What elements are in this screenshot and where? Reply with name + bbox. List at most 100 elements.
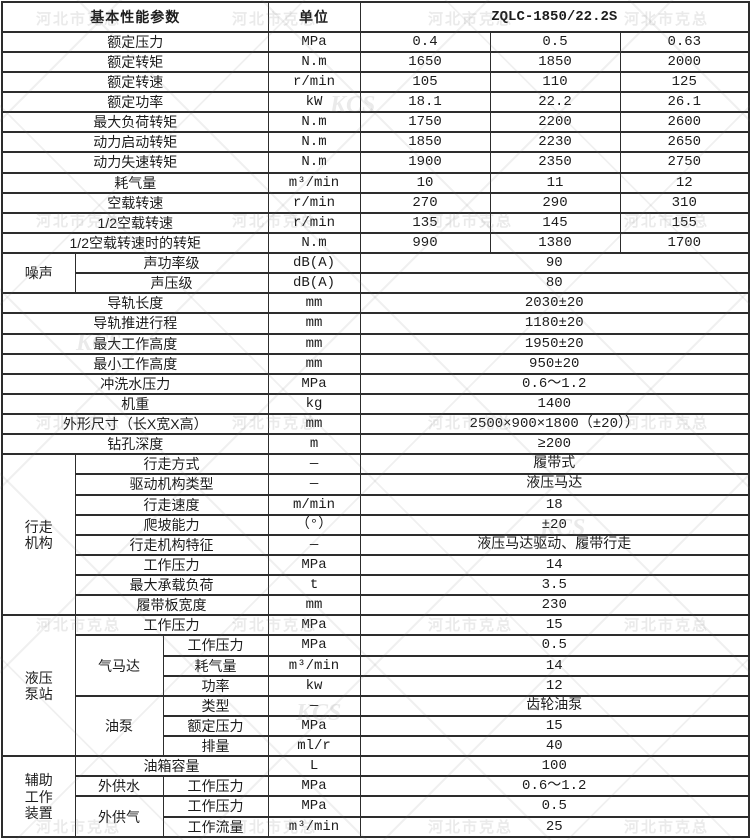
table-row: 行走速度 m/min 18: [2, 493, 750, 516]
unit-cell: r/min: [267, 70, 361, 94]
value-cell: 18.1: [359, 91, 491, 114]
value-cell: 26.1: [619, 91, 750, 114]
value-cell: 1380: [489, 231, 621, 255]
value-cell: 15: [359, 714, 750, 738]
group-label-travel-mechanism: 行走 机构: [1, 453, 76, 617]
param-cell: 导轨长度: [1, 292, 269, 315]
unit-cell: mm: [267, 312, 361, 335]
unit-cell: MPa: [267, 795, 361, 818]
unit-cell: kW: [267, 91, 361, 114]
unit-cell: —: [267, 694, 361, 717]
value-cell: 0.5: [359, 634, 750, 657]
param-cell: 排量: [162, 735, 269, 758]
table-row: 爬坡能力 （°） ±20: [2, 513, 750, 536]
value-cell: 2600: [619, 111, 750, 134]
unit-cell: MPa: [267, 30, 361, 53]
param-cell: 机重: [1, 392, 269, 416]
table-row: 工作压力 MPa 14: [2, 553, 750, 577]
value-cell: 2650: [619, 131, 750, 154]
table-row: 机重 kg 1400: [1, 392, 750, 416]
value-cell: 1650: [359, 50, 491, 73]
table-row: 最大工作高度 mm 1950±20: [1, 332, 750, 355]
param-cell: 油箱容量: [74, 755, 269, 778]
table-row: 外形尺寸（长X宽X高） mm 2500×900×1800（±20））: [1, 413, 750, 436]
value-cell: 145: [489, 211, 621, 234]
value-cell: 1850: [489, 50, 621, 73]
table-row: 功率 kw 12: [2, 674, 750, 697]
unit-cell: N.m: [267, 111, 361, 134]
unit-cell: dB(A): [267, 252, 361, 275]
param-cell: 额定转矩: [1, 50, 269, 73]
unit-cell: r/min: [267, 191, 361, 214]
value-cell: 90: [359, 252, 750, 275]
unit-cell: N.m: [267, 50, 361, 73]
value-cell: 1950±20: [359, 332, 750, 355]
table-row: 额定转矩 N.m 1650 1850 2000: [1, 50, 750, 73]
value-cell: 10: [359, 171, 491, 194]
value-cell: 105: [359, 70, 491, 94]
group-label-noise: 噪声: [1, 252, 76, 295]
value-cell: 80: [359, 272, 750, 295]
param-cell: 工作压力: [162, 775, 269, 798]
unit-cell: dB(A): [267, 272, 361, 295]
unit-cell: mm: [267, 332, 361, 355]
param-cell: 工作压力: [74, 553, 269, 577]
table-row: 额定压力 MPa 0.4 0.5 0.63: [1, 30, 750, 53]
param-cell: 钻孔深度: [1, 433, 269, 456]
table-row: 耗气量 m³/min 14: [2, 654, 750, 677]
value-cell: 1850: [359, 131, 491, 154]
table-row: 外供水 工作压力 MPa 0.6～1.2: [2, 775, 750, 798]
value-cell: ≥200: [359, 433, 750, 456]
table-row: 履带板宽度 mm 230: [2, 594, 750, 617]
param-cell: 冲洗水压力: [1, 372, 269, 395]
param-cell: 动力启动转矩: [1, 131, 269, 154]
unit-cell: m³/min: [267, 171, 361, 194]
value-cell: 12: [359, 674, 750, 697]
table-row: 冲洗水压力 MPa 0.6～1.2: [1, 372, 750, 395]
param-cell: 动力失速转矩: [1, 151, 269, 174]
header-row: 基本性能参数 单位 ZQLC-1850/22.2S: [1, 1, 750, 33]
param-cell: 行走速度: [74, 493, 269, 516]
value-cell: 230: [359, 594, 750, 617]
unit-cell: mm: [267, 352, 361, 375]
subgroup-label-external-air: 外供气: [74, 795, 164, 838]
unit-cell: kw: [267, 674, 361, 697]
table-row: 噪声 声功率级 dB(A) 90: [1, 252, 750, 295]
value-cell: 0.6～1.2: [359, 775, 750, 798]
table-row: 1/2空载转速时的转矩 N.m 990 1380 1700: [1, 231, 750, 255]
table-row: 动力失速转矩 N.m 1900 2350 2750: [1, 151, 750, 174]
param-cell: 外形尺寸（长X宽X高）: [1, 413, 269, 436]
value-cell: 310: [619, 191, 750, 214]
value-cell: 履带式: [359, 453, 750, 476]
param-cell: 最大承载负荷: [74, 574, 269, 597]
table-row: 额定转速 r/min 105 110 125: [1, 70, 750, 94]
param-cell: 额定转速: [1, 70, 269, 94]
subgroup-label-air-motor: 气马达: [74, 634, 164, 697]
table-row: 最大负荷转矩 N.m 1750 2200 2600: [1, 111, 750, 134]
table-row: 行走机构特征 — 液压马达驱动、履带行走: [2, 533, 750, 556]
value-cell: 270: [359, 191, 491, 214]
value-cell: 0.5: [489, 30, 621, 53]
unit-cell: ml/r: [267, 735, 361, 758]
param-cell: 声压级: [74, 272, 269, 295]
table-row: 最大承载负荷 t 3.5: [2, 574, 750, 597]
value-cell: 1180±20: [359, 312, 750, 335]
value-cell: 2030±20: [359, 292, 750, 315]
table-row: 外供气 工作压力 MPa 0.5: [2, 795, 750, 838]
value-cell: 11: [489, 171, 621, 194]
table-row: 工作流量 m³/min 25: [2, 815, 750, 839]
param-cell: 1/2空载转速时的转矩: [1, 231, 269, 255]
param-cell: 最大工作高度: [1, 332, 269, 355]
unit-cell: MPa: [267, 775, 361, 798]
unit-cell: mm: [267, 413, 361, 436]
unit-cell: （°）: [267, 513, 361, 536]
table-row: 导轨推进行程 mm 1180±20: [1, 312, 750, 335]
value-cell: 液压马达: [359, 473, 750, 496]
subgroup-label-oil-pump: 油泵: [74, 694, 164, 758]
unit-cell: r/min: [267, 211, 361, 234]
group-label-hydraulic-pump-station: 液压 泵站: [1, 614, 76, 758]
table-row: 气马达 工作压力 MPa 0.5: [2, 634, 750, 697]
value-cell: 14: [359, 654, 750, 677]
table-row: 空载转速 r/min 270 290 310: [1, 191, 750, 214]
param-cell: 声功率级: [74, 252, 269, 275]
